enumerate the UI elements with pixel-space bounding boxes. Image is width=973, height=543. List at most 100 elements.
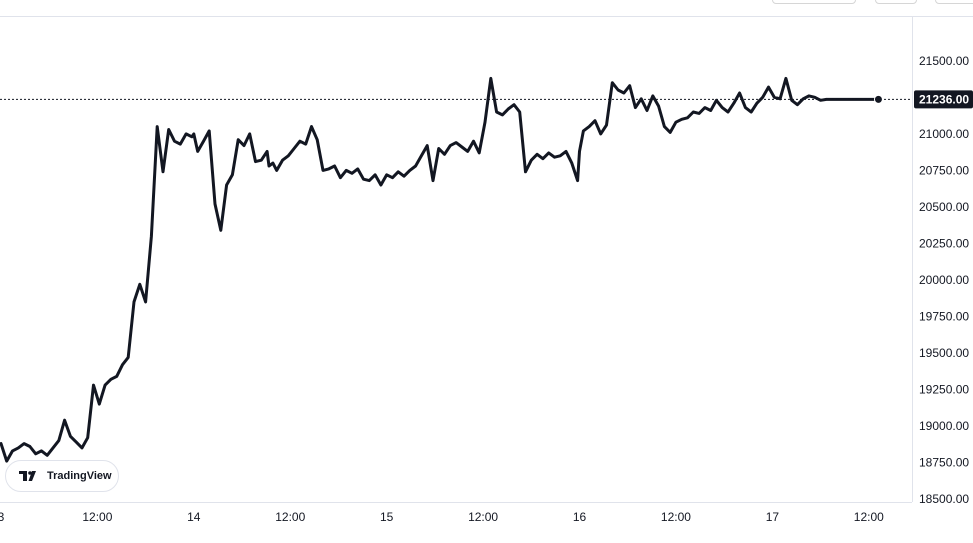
price-point	[704, 106, 706, 109]
price-point	[179, 143, 181, 145]
price-point	[750, 111, 752, 113]
tradingview-wordmark: TradingView	[47, 470, 112, 482]
x-tick-label: 17	[766, 510, 780, 524]
price-point	[501, 114, 503, 116]
price-point	[127, 356, 129, 358]
price-point	[75, 441, 77, 443]
price-point	[266, 150, 268, 152]
price-point	[467, 150, 469, 152]
x-tick-label: 12:00	[275, 510, 305, 524]
price-point	[733, 102, 735, 104]
price-point	[104, 384, 106, 386]
price-point	[46, 454, 48, 456]
price-point	[328, 168, 330, 170]
last-price-tag	[914, 90, 973, 109]
y-tick-label: 20500.00	[919, 200, 969, 214]
price-point	[23, 442, 25, 445]
price-point	[121, 364, 124, 366]
price-point	[254, 161, 257, 163]
toolbar-button-stub[interactable]	[772, 0, 856, 4]
price-point	[652, 95, 654, 97]
price-point	[69, 435, 71, 437]
price-point	[260, 159, 262, 161]
tradingview-logo-icon	[19, 471, 36, 481]
price-point	[386, 174, 388, 176]
price-point	[391, 177, 394, 179]
price-point	[98, 403, 100, 405]
price-point	[139, 283, 141, 285]
price-point	[168, 128, 170, 131]
x-tick-label: 16	[573, 510, 587, 524]
price-point	[237, 139, 239, 141]
toolbar-button-stub[interactable]	[875, 0, 917, 4]
price-point	[519, 111, 521, 113]
price-point	[478, 152, 480, 154]
price-axis[interactable]: 18500.00 18750.00 19000.00 19250.00 19500.00…	[919, 54, 969, 506]
price-point	[819, 99, 822, 101]
last-price-label: 21236.00	[919, 92, 969, 106]
price-point	[249, 133, 251, 135]
price-point	[6, 460, 8, 462]
price-point	[542, 158, 544, 160]
tradingview-logo[interactable]: TradingView	[5, 460, 119, 492]
price-point	[490, 77, 492, 79]
price-point	[243, 144, 245, 147]
price-point	[791, 99, 793, 101]
price-point	[310, 125, 313, 128]
y-tick-label: 19250.00	[919, 383, 969, 397]
toolbar-button-stub[interactable]	[935, 0, 973, 4]
y-tick-label: 19750.00	[919, 309, 969, 323]
y-tick-label: 21000.00	[919, 127, 969, 141]
price-point	[339, 177, 341, 179]
price-point	[116, 375, 118, 377]
price-point	[814, 96, 816, 98]
price-point	[150, 235, 152, 237]
price-point	[767, 86, 770, 88]
last-price-layer: 21236.00	[0, 90, 973, 109]
price-point	[403, 175, 405, 177]
price-point	[663, 125, 665, 128]
price-point	[299, 140, 301, 142]
price-point	[17, 447, 19, 449]
price-point	[409, 169, 411, 171]
x-tick-label: 12:00	[82, 510, 112, 524]
price-point	[559, 155, 561, 157]
price-point	[145, 301, 147, 303]
y-tick-label: 20250.00	[919, 236, 969, 250]
price-point	[191, 136, 193, 138]
price-point	[214, 203, 216, 205]
price-point	[345, 169, 347, 171]
y-tick-label: 18500.00	[919, 492, 969, 506]
price-point	[432, 180, 434, 182]
price-point	[133, 301, 135, 303]
price-point	[64, 419, 66, 421]
price-point	[162, 171, 164, 173]
time-axis[interactable]: 3 12:00 14 12:00 15 12:00 16 12:00 17 12:00	[0, 510, 884, 524]
price-point	[92, 384, 95, 386]
price-point	[484, 121, 486, 123]
price-point	[185, 133, 187, 135]
price-point	[536, 153, 538, 155]
price-point	[553, 156, 556, 158]
price-point	[351, 172, 353, 174]
price-point	[588, 125, 590, 128]
price-point	[193, 133, 195, 135]
price-point	[762, 96, 764, 98]
price-point	[825, 98, 827, 100]
price-point	[173, 140, 176, 142]
price-point	[202, 140, 205, 142]
price-point	[576, 180, 579, 182]
y-tick-label: 20000.00	[919, 273, 969, 287]
price-point	[802, 98, 804, 100]
price-point	[744, 106, 746, 109]
price-point	[438, 147, 440, 150]
price-point	[582, 130, 584, 132]
price-point	[657, 105, 660, 107]
price-point	[507, 108, 509, 110]
price-point	[646, 109, 648, 112]
price-point	[524, 171, 527, 173]
price-point	[866, 98, 868, 100]
x-tick-label: 12:00	[661, 510, 691, 524]
